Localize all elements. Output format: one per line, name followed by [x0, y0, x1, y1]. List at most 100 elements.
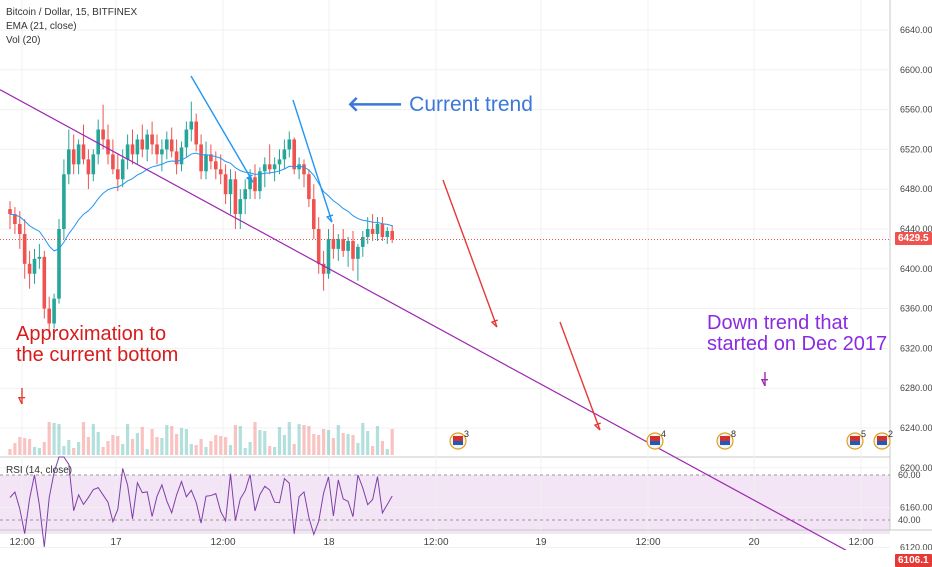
candle-body [155, 144, 159, 155]
volume-bar [86, 437, 90, 455]
volume-bar [170, 426, 174, 455]
volume-bar [160, 438, 164, 455]
rsi-label: RSI (14, close) [6, 465, 73, 476]
event-flag-stripe [850, 436, 860, 441]
event-flag-stripe [650, 436, 660, 441]
event-flag-stripe [877, 436, 887, 441]
candle-body [223, 174, 228, 195]
price-tick-label: 6440.00 [900, 224, 932, 234]
down-trend-line2: started on Dec 2017 [707, 333, 888, 355]
event-marker-count: 2 [888, 429, 893, 439]
volume-bar [297, 424, 301, 455]
volume-bar [13, 443, 17, 455]
candle-body [233, 179, 238, 215]
last-price-badge: 6429.5 [895, 232, 932, 246]
price-tick-label: 6600.00 [900, 65, 932, 75]
candle-body [8, 209, 12, 215]
volume-bar [62, 446, 66, 455]
candle-body [91, 154, 96, 175]
candle-body [312, 199, 316, 229]
candle-body [346, 240, 350, 251]
candle-body [86, 159, 91, 175]
candle-body [160, 149, 164, 155]
volume-bar [253, 422, 257, 455]
volume-bar [106, 441, 110, 455]
candle-body [71, 149, 76, 165]
volume-bar [307, 426, 311, 455]
event-flag-stripe [877, 441, 887, 445]
volume-bar [184, 429, 188, 455]
volume-bar [233, 425, 237, 455]
volume-bar [341, 433, 345, 455]
chart-legend: Bitcoin / Dollar, 15, BITFINEX EMA (21, … [6, 6, 137, 48]
candle-body [116, 169, 120, 180]
volume-bar [116, 436, 120, 455]
candle-body [390, 230, 394, 240]
trend-arrow [190, 75, 254, 183]
ema-label: EMA (21, close) [6, 21, 77, 32]
rsi-tick-label: 40.00 [898, 515, 921, 525]
volume-bar [130, 439, 135, 455]
volume-bar [351, 435, 355, 455]
candle-body [165, 139, 169, 150]
candle-body [204, 154, 208, 172]
candle-body [13, 214, 17, 225]
volume-bar [199, 439, 203, 455]
volume-bar [67, 440, 71, 455]
candle-body [316, 229, 321, 264]
time-tick-label: 12:00 [423, 537, 448, 548]
volume-bar [209, 441, 213, 455]
volume-bar [380, 441, 384, 455]
volume-bar [356, 443, 360, 455]
candle-body [22, 233, 27, 264]
trend-arrow-head [325, 214, 334, 223]
candle-body [106, 139, 110, 155]
time-tick-label: 12:00 [635, 537, 660, 548]
volume-bar [361, 423, 365, 455]
trend-arrow [292, 99, 333, 223]
volume-bar [52, 423, 56, 455]
price-tick-label: 6520.00 [900, 144, 932, 154]
candle-body [238, 199, 243, 215]
volume-bar [322, 429, 326, 455]
candle-body [130, 144, 135, 155]
candle-body [361, 236, 365, 247]
volume-bar [302, 425, 306, 455]
candle-body [81, 144, 86, 160]
candle-body [52, 298, 56, 324]
price-tick-label: 6280.00 [900, 383, 932, 393]
volume-bar [18, 437, 22, 455]
candle-body [125, 144, 130, 160]
candle-body [351, 240, 355, 259]
volume-bar [366, 431, 370, 455]
volume-bar [8, 449, 12, 455]
candle-body [18, 224, 22, 234]
candle-body [42, 256, 47, 309]
volume-bar [42, 442, 46, 455]
price-tick-label: 6200.00 [900, 463, 932, 473]
volume-bar [282, 435, 286, 455]
symbol-label: Bitcoin / Dollar, 15, BITFINEX [6, 7, 138, 18]
volume-bar [224, 437, 228, 455]
volume-label: Vol (20) [6, 35, 41, 46]
bottom-marker-arrow-head [17, 396, 26, 405]
target-price-badge: 6106.1 [895, 554, 932, 567]
volume-bar [258, 430, 262, 455]
volume-bar [101, 447, 105, 455]
time-tick-label: 12:00 [9, 537, 34, 548]
arrow-left-icon: 🡐 [347, 93, 404, 116]
candle-body [32, 258, 37, 274]
candle-body [258, 171, 262, 192]
candle-body [272, 164, 277, 170]
volume-bar [37, 448, 41, 455]
down-trend-line1: Down trend that [707, 312, 849, 334]
price-chart[interactable]: 6080.006120.006160.006200.006240.006280.… [0, 0, 932, 550]
time-tick-label: 18 [323, 537, 335, 548]
volume-bar [243, 448, 247, 455]
volume-bar [371, 446, 375, 455]
time-tick-label: 12:00 [210, 537, 235, 548]
time-tick-label: 20 [748, 537, 760, 548]
volume-bar [238, 426, 242, 455]
candle-body [248, 177, 252, 190]
volume-bar [214, 435, 218, 455]
